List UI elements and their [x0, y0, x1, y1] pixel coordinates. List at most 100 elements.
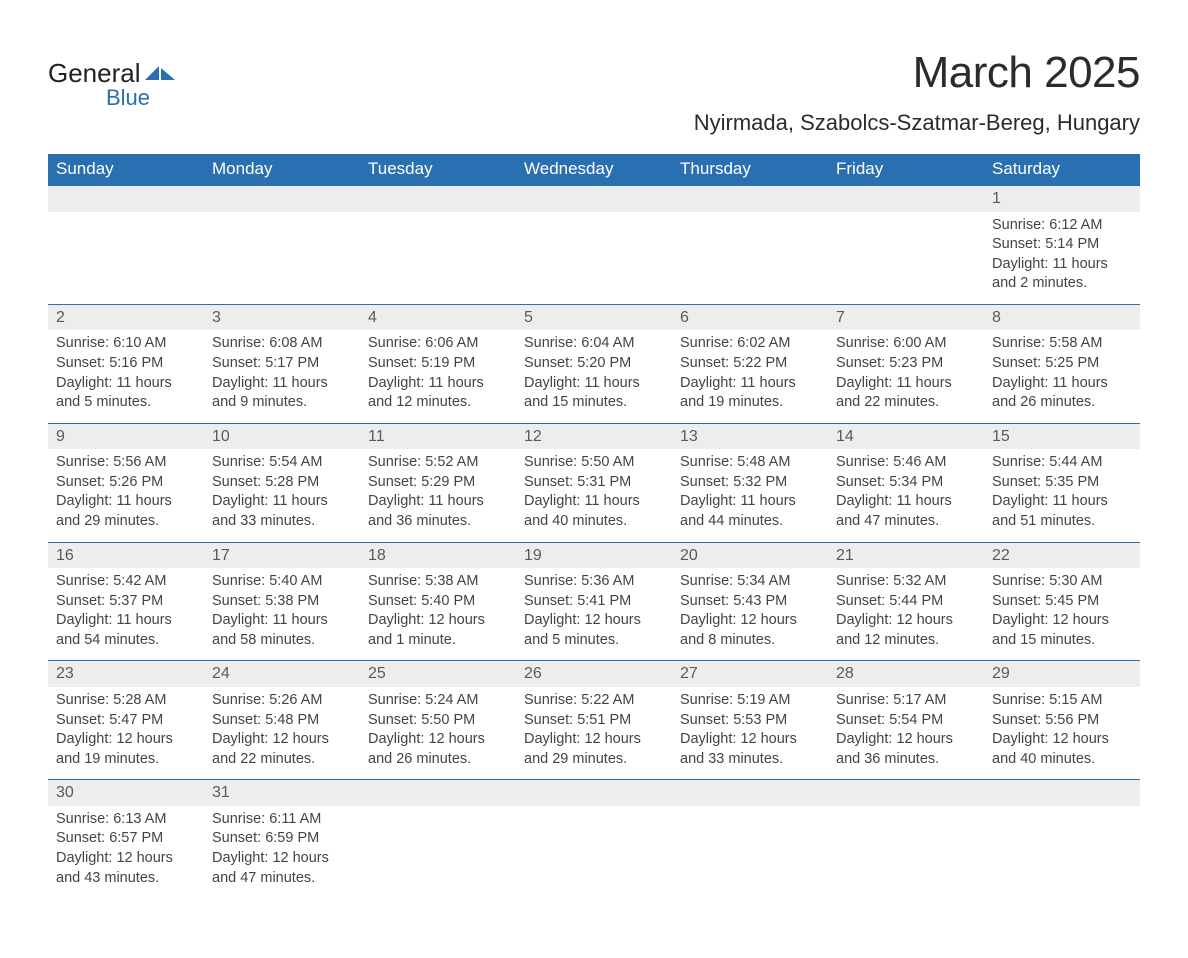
day-detail-cell: [828, 212, 984, 305]
sunrise-text: Sunrise: 5:40 AM: [212, 572, 352, 592]
day-header: Wednesday: [516, 154, 672, 186]
sunrise-text: Sunrise: 5:19 AM: [680, 691, 820, 711]
sunrise-text: Sunrise: 5:30 AM: [992, 572, 1132, 592]
sunset-text: Sunset: 5:34 PM: [836, 473, 976, 493]
day-number-cell: 5: [516, 304, 672, 330]
day-number-cell: [672, 780, 828, 806]
daylight-text: Daylight: 12 hours and 1 minute.: [368, 611, 508, 650]
sunrise-text: Sunrise: 5:36 AM: [524, 572, 664, 592]
day-detail-cell: Sunrise: 5:58 AMSunset: 5:25 PMDaylight:…: [984, 330, 1140, 423]
day-detail-cell: Sunrise: 6:06 AMSunset: 5:19 PMDaylight:…: [360, 330, 516, 423]
day-detail-cell: Sunrise: 5:30 AMSunset: 5:45 PMDaylight:…: [984, 568, 1140, 661]
sunrise-text: Sunrise: 5:17 AM: [836, 691, 976, 711]
day-number-cell: 21: [828, 542, 984, 568]
day-detail-cell: [48, 212, 204, 305]
sunset-text: Sunset: 5:20 PM: [524, 354, 664, 374]
day-detail-cell: [828, 806, 984, 898]
sunset-text: Sunset: 5:43 PM: [680, 592, 820, 612]
sunset-text: Sunset: 5:41 PM: [524, 592, 664, 612]
sunset-text: Sunset: 5:28 PM: [212, 473, 352, 493]
sunset-text: Sunset: 5:17 PM: [212, 354, 352, 374]
day-number-cell: 19: [516, 542, 672, 568]
day-number-cell: 30: [48, 780, 204, 806]
day-detail-cell: Sunrise: 5:52 AMSunset: 5:29 PMDaylight:…: [360, 449, 516, 542]
day-detail-cell: Sunrise: 5:26 AMSunset: 5:48 PMDaylight:…: [204, 687, 360, 780]
day-number-cell: 2: [48, 304, 204, 330]
sunset-text: Sunset: 5:38 PM: [212, 592, 352, 612]
sunrise-text: Sunrise: 5:22 AM: [524, 691, 664, 711]
sunrise-text: Sunrise: 5:26 AM: [212, 691, 352, 711]
day-detail-cell: Sunrise: 5:46 AMSunset: 5:34 PMDaylight:…: [828, 449, 984, 542]
daylight-text: Daylight: 12 hours and 47 minutes.: [212, 849, 352, 888]
daynum-row: 16171819202122: [48, 542, 1140, 568]
sunset-text: Sunset: 5:54 PM: [836, 711, 976, 731]
day-detail-cell: Sunrise: 5:36 AMSunset: 5:41 PMDaylight:…: [516, 568, 672, 661]
daylight-text: Daylight: 11 hours and 36 minutes.: [368, 492, 508, 531]
day-header: Sunday: [48, 154, 204, 186]
day-detail-cell: Sunrise: 5:44 AMSunset: 5:35 PMDaylight:…: [984, 449, 1140, 542]
logo: General Blue: [48, 58, 175, 111]
day-header: Tuesday: [360, 154, 516, 186]
day-detail-cell: [672, 806, 828, 898]
flag-icon: [145, 62, 175, 87]
daylight-text: Daylight: 11 hours and 2 minutes.: [992, 255, 1132, 294]
day-detail-cell: [984, 806, 1140, 898]
day-number-cell: 20: [672, 542, 828, 568]
day-number-cell: 13: [672, 423, 828, 449]
day-detail-cell: Sunrise: 6:10 AMSunset: 5:16 PMDaylight:…: [48, 330, 204, 423]
day-number-cell: 24: [204, 661, 360, 687]
sunset-text: Sunset: 5:53 PM: [680, 711, 820, 731]
daylight-text: Daylight: 11 hours and 44 minutes.: [680, 492, 820, 531]
day-detail-cell: Sunrise: 6:11 AMSunset: 6:59 PMDaylight:…: [204, 806, 360, 898]
day-number-cell: 22: [984, 542, 1140, 568]
sunrise-text: Sunrise: 6:06 AM: [368, 334, 508, 354]
day-number-cell: 6: [672, 304, 828, 330]
day-number-cell: 8: [984, 304, 1140, 330]
sunrise-text: Sunrise: 6:12 AM: [992, 216, 1132, 236]
day-number-cell: [984, 780, 1140, 806]
sunset-text: Sunset: 5:22 PM: [680, 354, 820, 374]
sunset-text: Sunset: 5:40 PM: [368, 592, 508, 612]
daynum-row: 1: [48, 186, 1140, 212]
daylight-text: Daylight: 12 hours and 33 minutes.: [680, 730, 820, 769]
day-number-cell: [828, 780, 984, 806]
sunset-text: Sunset: 6:57 PM: [56, 829, 196, 849]
day-detail-cell: Sunrise: 6:12 AMSunset: 5:14 PMDaylight:…: [984, 212, 1140, 305]
day-header: Saturday: [984, 154, 1140, 186]
day-number-cell: 23: [48, 661, 204, 687]
day-detail-cell: Sunrise: 5:56 AMSunset: 5:26 PMDaylight:…: [48, 449, 204, 542]
day-number-cell: 17: [204, 542, 360, 568]
day-header: Friday: [828, 154, 984, 186]
day-number-cell: 18: [360, 542, 516, 568]
day-number-cell: 11: [360, 423, 516, 449]
day-detail-cell: Sunrise: 5:34 AMSunset: 5:43 PMDaylight:…: [672, 568, 828, 661]
daylight-text: Daylight: 11 hours and 33 minutes.: [212, 492, 352, 531]
sunrise-text: Sunrise: 5:58 AM: [992, 334, 1132, 354]
calendar-table: Sunday Monday Tuesday Wednesday Thursday…: [48, 154, 1140, 898]
detail-row: Sunrise: 6:10 AMSunset: 5:16 PMDaylight:…: [48, 330, 1140, 423]
day-number-cell: [672, 186, 828, 212]
day-detail-cell: [516, 806, 672, 898]
daylight-text: Daylight: 12 hours and 19 minutes.: [56, 730, 196, 769]
sunset-text: Sunset: 5:26 PM: [56, 473, 196, 493]
daylight-text: Daylight: 11 hours and 9 minutes.: [212, 374, 352, 413]
day-detail-cell: [516, 212, 672, 305]
day-detail-cell: Sunrise: 6:04 AMSunset: 5:20 PMDaylight:…: [516, 330, 672, 423]
day-detail-cell: Sunrise: 5:19 AMSunset: 5:53 PMDaylight:…: [672, 687, 828, 780]
daylight-text: Daylight: 12 hours and 5 minutes.: [524, 611, 664, 650]
day-number-cell: 12: [516, 423, 672, 449]
day-detail-cell: Sunrise: 6:00 AMSunset: 5:23 PMDaylight:…: [828, 330, 984, 423]
sunset-text: Sunset: 5:48 PM: [212, 711, 352, 731]
day-number-cell: 10: [204, 423, 360, 449]
daylight-text: Daylight: 11 hours and 15 minutes.: [524, 374, 664, 413]
daylight-text: Daylight: 12 hours and 36 minutes.: [836, 730, 976, 769]
detail-row: Sunrise: 6:13 AMSunset: 6:57 PMDaylight:…: [48, 806, 1140, 898]
sunset-text: Sunset: 5:25 PM: [992, 354, 1132, 374]
day-detail-cell: Sunrise: 6:08 AMSunset: 5:17 PMDaylight:…: [204, 330, 360, 423]
day-number-cell: 26: [516, 661, 672, 687]
month-title: March 2025: [694, 48, 1140, 98]
sunrise-text: Sunrise: 5:24 AM: [368, 691, 508, 711]
day-detail-cell: Sunrise: 5:17 AMSunset: 5:54 PMDaylight:…: [828, 687, 984, 780]
daylight-text: Daylight: 12 hours and 26 minutes.: [368, 730, 508, 769]
sunset-text: Sunset: 5:23 PM: [836, 354, 976, 374]
